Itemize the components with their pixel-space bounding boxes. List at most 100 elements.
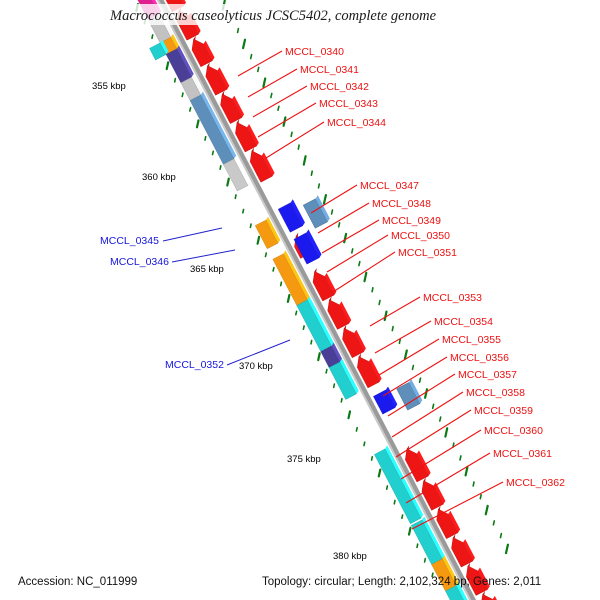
gene-label-mccl_0347[interactable]: MCCL_0347: [360, 180, 419, 192]
reverse-gene-arrow[interactable]: [357, 356, 380, 389]
genome-tick-mark: [423, 557, 427, 563]
forward-gene-block[interactable]: [149, 42, 167, 61]
gene-label-leader: [171, 249, 236, 263]
gene-label-mccl_0353[interactable]: MCCL_0353: [423, 292, 482, 304]
genome-tick-mark: [297, 144, 300, 150]
gene-label-mccl_0358[interactable]: MCCL_0358: [466, 387, 525, 399]
genome-tick-mark: [391, 325, 394, 332]
genome-tick-mark: [226, 177, 230, 187]
gene-label-mccl_0355[interactable]: MCCL_0355: [442, 334, 501, 346]
genome-tick-mark: [249, 53, 253, 60]
forward-gene-block-top: [385, 445, 424, 519]
genome-tick-mark: [401, 514, 404, 520]
gene-label-leader: [252, 85, 308, 118]
gene-label-leader: [326, 234, 389, 273]
offset-feature-gene[interactable]: [373, 389, 396, 415]
reverse-gene-arrow[interactable]: [342, 327, 364, 359]
gene-label-mccl_0341[interactable]: MCCL_0341: [300, 64, 359, 76]
reverse-gene-arrow-top: [354, 329, 366, 352]
offset-feature-flat[interactable]: [302, 198, 328, 229]
reverse-gene-arrow[interactable]: [327, 299, 350, 330]
reverse-gene-arrow[interactable]: [436, 508, 459, 539]
offset-feature-gene[interactable]: [293, 232, 320, 265]
reverse-gene-arrow[interactable]: [451, 537, 473, 568]
reverse-gene-arrow[interactable]: [249, 150, 273, 183]
gene-label-mccl_0360[interactable]: MCCL_0360: [484, 425, 543, 437]
reverse-gene-arrow[interactable]: [481, 593, 502, 600]
genome-axis-line: [156, 0, 477, 600]
reverse-gene-arrow[interactable]: [205, 65, 228, 96]
reverse-gene-arrow[interactable]: [466, 565, 488, 596]
gene-labels-left[interactable]: MCCL_0345 MCCL_0346 MCCL_0352: [100, 235, 224, 371]
genome-tick-mark: [398, 338, 402, 345]
gene-label-leader: [395, 409, 472, 458]
offset-feature-gene[interactable]: [277, 202, 303, 233]
gene-label-mccl_0362[interactable]: MCCL_0362: [506, 477, 565, 489]
reverse-gene-arrow[interactable]: [191, 38, 213, 68]
genome-tick-mark: [393, 499, 396, 505]
genome-tick-mark: [459, 455, 462, 461]
gene-labels-right[interactable]: MCCL_0340 MCCL_0341 MCCL_0342 MCCL_0343 MCCL…: [285, 46, 565, 489]
gene-label-mccl_0342[interactable]: MCCL_0342: [310, 81, 369, 93]
forward-strand-track[interactable]: [134, 0, 557, 600]
gene-label-mccl_0346[interactable]: MCCL_0346: [110, 256, 169, 268]
genome-tick-mark: [290, 131, 293, 138]
gene-label-mccl_0351[interactable]: MCCL_0351: [398, 247, 457, 259]
forward-gene-block[interactable]: [223, 158, 249, 192]
offset-feature-flat[interactable]: [396, 382, 421, 411]
gene-label-mccl_0340[interactable]: MCCL_0340: [285, 46, 344, 58]
genome-tick-mark: [322, 194, 327, 205]
forward-gene-block-top: [456, 582, 468, 600]
offset-feature-track[interactable]: [277, 195, 600, 600]
tick-marks-track: [135, 0, 509, 578]
genome-tick-mark: [370, 455, 374, 461]
forward-gene-block[interactable]: [374, 448, 422, 524]
reverse-gene-arrow[interactable]: [235, 122, 257, 153]
genome-tick-mark: [484, 504, 489, 516]
title-label: Macrococcus caseolyticus JCSC5402, compl…: [109, 8, 437, 24]
genome-tick-mark: [363, 441, 366, 447]
gene-label-mccl_0348[interactable]: MCCL_0348: [372, 198, 431, 210]
gene-label-leader: [332, 251, 396, 293]
scale-marker-label: 380 kbp: [333, 551, 367, 562]
genome-tick-mark: [286, 293, 291, 303]
genome-tick-mark: [256, 235, 261, 245]
offset-feature-gene-top: [306, 229, 322, 258]
reverse-gene-arrow[interactable]: [220, 93, 243, 124]
gene-label-mccl_0357[interactable]: MCCL_0357: [458, 369, 517, 381]
gene-label-mccl_0349[interactable]: MCCL_0349: [382, 215, 441, 227]
gene-label-mccl_0352[interactable]: MCCL_0352: [165, 359, 224, 371]
forward-gene-block[interactable]: [328, 361, 357, 400]
genome-tick-mark: [270, 92, 273, 99]
forward-gene-block-top: [191, 73, 203, 95]
gene-label-leader: [237, 50, 283, 77]
gene-label-mccl_0361[interactable]: MCCL_0361: [493, 448, 552, 460]
genome-tick-mark: [277, 105, 280, 111]
forward-gene-block[interactable]: [445, 585, 469, 600]
reverse-strand-track[interactable]: [161, 0, 581, 600]
genome-tick-mark: [317, 352, 321, 362]
gene-label-mccl_0354[interactable]: MCCL_0354: [434, 316, 493, 328]
forward-gene-block[interactable]: [254, 219, 279, 249]
gene-label-leader: [369, 296, 421, 327]
gene-label-mccl_0345[interactable]: MCCL_0345: [100, 235, 159, 247]
genome-tick-mark: [325, 368, 328, 374]
gene-label-mccl_0356[interactable]: MCCL_0356: [450, 352, 509, 364]
gene-label-leader: [247, 68, 298, 98]
genome-tick-mark: [363, 271, 368, 283]
genome-tick-mark: [310, 170, 314, 176]
genome-tick-mark: [249, 223, 252, 229]
gene-label-mccl_0350[interactable]: MCCL_0350: [391, 230, 450, 242]
scale-marker-label: 360 kbp: [142, 172, 176, 183]
gene-label-mccl_0344[interactable]: MCCL_0344: [327, 117, 386, 129]
gene-label-mccl_0343[interactable]: MCCL_0343: [319, 98, 378, 110]
reverse-gene-arrow[interactable]: [421, 480, 444, 511]
gene-label-leader: [374, 320, 432, 354]
reverse-gene-arrow[interactable]: [312, 271, 335, 302]
genome-tick-mark: [272, 266, 275, 272]
genome-tick-mark: [438, 416, 442, 422]
gene-label-mccl_0359[interactable]: MCCL_0359: [474, 405, 533, 417]
genome-axis-highlight: [156, 0, 472, 600]
gene-label-leader: [382, 356, 448, 397]
